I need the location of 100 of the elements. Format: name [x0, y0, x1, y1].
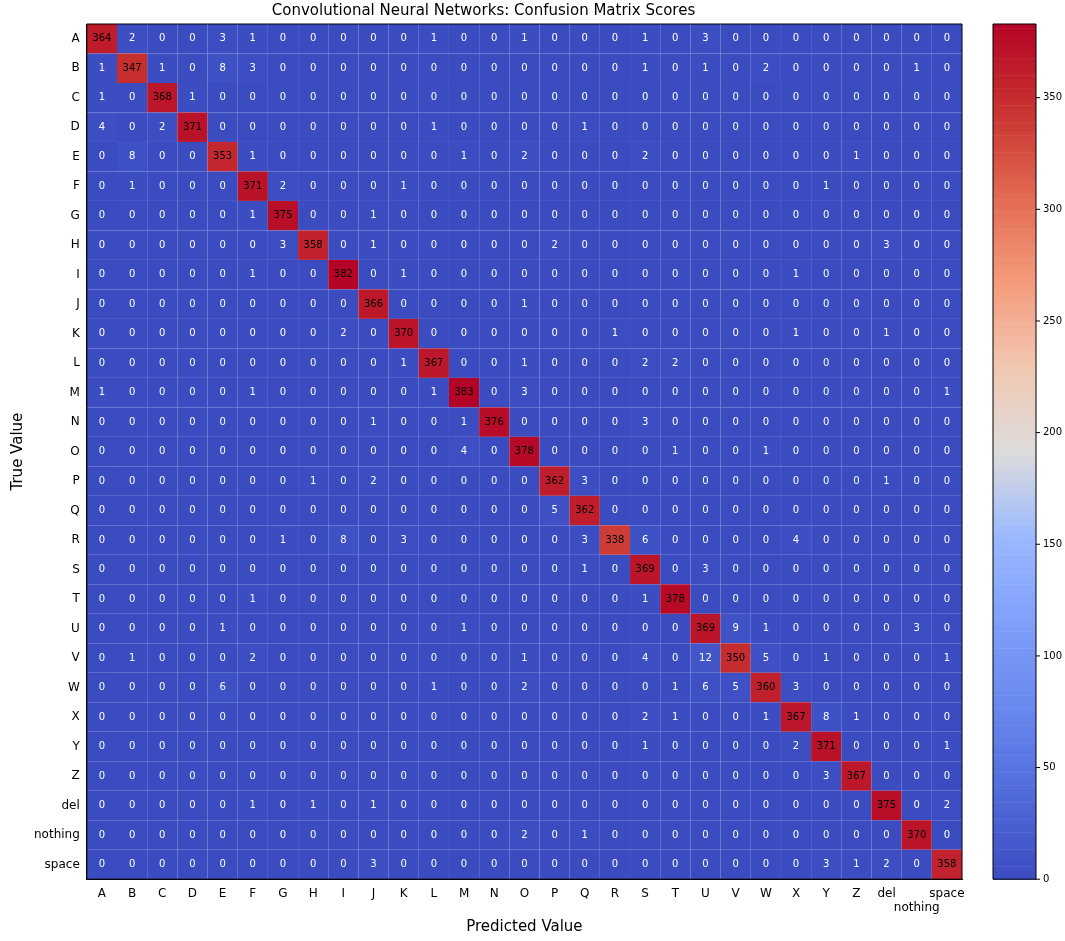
data-label: 0: [189, 32, 196, 44]
data-label: 0: [853, 32, 860, 44]
data-label: 0: [853, 297, 860, 309]
data-label: 0: [491, 179, 498, 191]
data-label: 0: [309, 740, 317, 752]
data-label: 378: [514, 445, 534, 457]
data-label: 0: [491, 592, 498, 604]
color-bar-label: 100: [1043, 649, 1063, 661]
data-label: 0: [611, 563, 619, 575]
data-label: 0: [521, 769, 528, 781]
data-label: 0: [189, 179, 196, 191]
data-label: 0: [340, 740, 347, 752]
data-label: 0: [913, 268, 920, 280]
data-label: 0: [581, 268, 588, 280]
y-tick-label: A: [71, 30, 81, 45]
x-tick-label: G: [278, 885, 288, 900]
data-label: 0: [219, 740, 226, 752]
data-label: 1: [98, 61, 106, 73]
data-label: 0: [762, 356, 770, 368]
data-label: 0: [883, 651, 890, 663]
data-label: 1: [249, 32, 256, 44]
data-label: 0: [189, 150, 196, 162]
data-label: 0: [370, 592, 377, 604]
data-label: 0: [853, 651, 860, 663]
data-label: 1: [400, 356, 407, 368]
data-label: 0: [159, 710, 166, 722]
data-label: 0: [732, 356, 739, 368]
data-label: 0: [279, 651, 287, 663]
x-tick-label: J: [370, 885, 376, 900]
data-label: 1: [98, 386, 106, 398]
data-label: 0: [370, 622, 377, 634]
data-label: 0: [792, 858, 800, 870]
data-label: 0: [128, 120, 136, 132]
data-label: 0: [370, 651, 377, 663]
data-label: 0: [159, 563, 166, 575]
data-label: 0: [883, 61, 890, 73]
data-label: 0: [943, 445, 951, 457]
data-label: 0: [219, 533, 226, 545]
x-tick-label: space: [929, 885, 965, 900]
data-label: 0: [913, 740, 920, 752]
data-label: 0: [943, 828, 951, 840]
data-label: 0: [460, 238, 468, 250]
data-label: 0: [913, 120, 920, 132]
data-label: 382: [333, 268, 353, 280]
x-tick-label: D: [187, 885, 198, 900]
color-bar-label: 350: [1043, 91, 1063, 103]
data-label: 0: [340, 858, 347, 870]
data-label: 0: [340, 828, 347, 840]
data-label: 0: [521, 592, 528, 604]
data-label: 0: [128, 445, 136, 457]
data-label: 0: [732, 592, 739, 604]
data-label: 0: [460, 533, 468, 545]
data-label: 0: [792, 209, 800, 221]
data-label: 2: [641, 356, 649, 368]
data-label: 0: [581, 740, 588, 752]
chart-title: Convolutional Neural Networks: Confusion Matrix Scores: [271, 0, 696, 19]
data-label: 0: [491, 356, 498, 368]
data-label: 0: [702, 327, 709, 339]
data-label: 375: [877, 799, 897, 811]
data-label: 0: [702, 268, 709, 280]
data-label: 0: [732, 327, 739, 339]
x-tick-label: Y: [821, 885, 831, 900]
data-label: 0: [883, 32, 890, 44]
data-label: 0: [943, 327, 951, 339]
data-label: 0: [98, 622, 106, 634]
data-label: 0: [309, 209, 317, 221]
data-label: 1: [762, 710, 770, 722]
data-label: 0: [340, 150, 347, 162]
data-label: 0: [460, 179, 468, 191]
y-tick-label: V: [71, 650, 81, 665]
data-label: 0: [491, 533, 498, 545]
data-label: 0: [309, 120, 317, 132]
data-label: 2: [943, 799, 951, 811]
data-label: 0: [762, 327, 770, 339]
data-label: 0: [249, 91, 256, 103]
data-label: 1: [249, 799, 256, 811]
data-label: 0: [853, 504, 860, 516]
data-label: 0: [792, 445, 800, 457]
data-label: 0: [702, 740, 709, 752]
data-label: 0: [913, 681, 920, 693]
data-label: 0: [430, 799, 438, 811]
data-label: 1: [702, 61, 709, 73]
data-label: 347: [122, 61, 142, 73]
data-label: 0: [460, 592, 468, 604]
y-tick-label: nothing: [33, 827, 80, 842]
data-label: 0: [762, 238, 770, 250]
data-label: 0: [189, 474, 196, 486]
data-label: 0: [702, 120, 709, 132]
data-label: 0: [853, 533, 860, 545]
data-label: 0: [279, 386, 287, 398]
data-label: 0: [249, 327, 256, 339]
data-label: 3: [792, 681, 800, 693]
data-label: 0: [521, 622, 528, 634]
data-label: 0: [400, 474, 407, 486]
y-tick-label: S: [72, 561, 80, 576]
data-label: 3: [279, 238, 287, 250]
data-label: 0: [491, 445, 498, 457]
data-label: 0: [491, 681, 498, 693]
data-label: 0: [913, 91, 920, 103]
x-axis-title: Predicted Value: [466, 916, 583, 935]
